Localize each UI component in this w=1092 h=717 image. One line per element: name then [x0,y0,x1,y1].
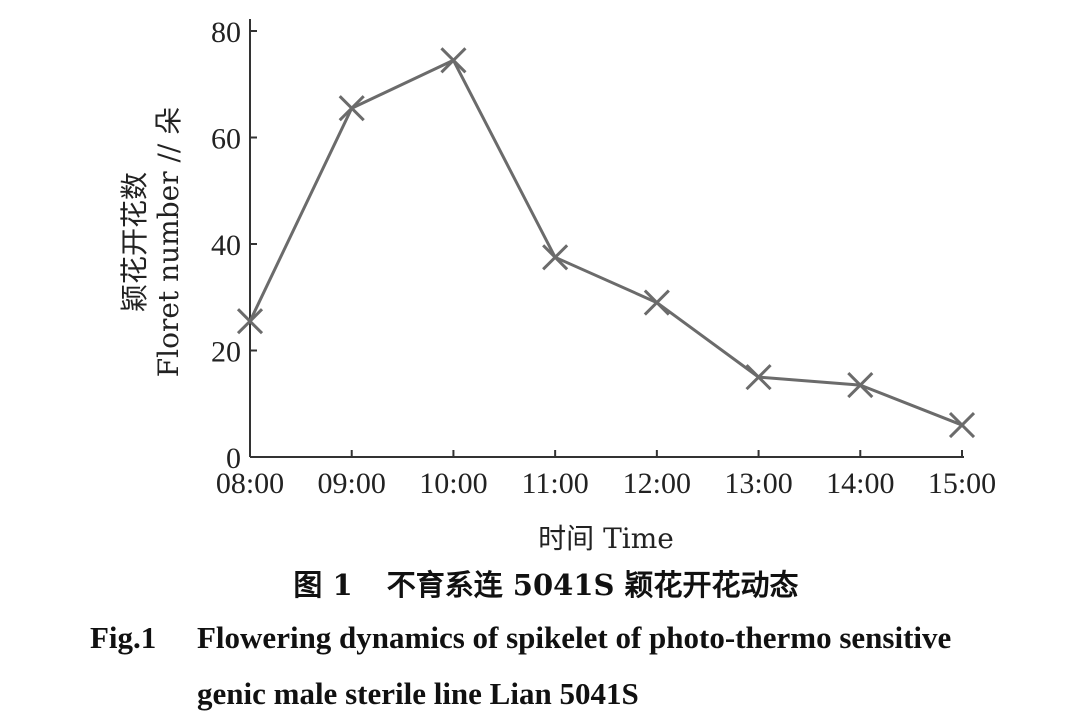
data-point-marker [338,95,365,122]
figure-caption-english-line2: genic male sterile line Lian 5041S [197,676,997,712]
marker-stroke [643,289,670,316]
x-tick-label: 08:00 [216,467,284,500]
marker-stroke [745,364,772,391]
y-tick-label: 80 [211,16,241,49]
data-point-marker [643,289,670,316]
y-tick-label: 20 [211,336,241,369]
figure-label-chinese: 图 1 [293,568,353,602]
marker-stroke [338,95,365,122]
chart-area: 0 20 40 60 80 08:00 09:00 10:00 11:00 12:00 13:00 1… [118,16,996,555]
x-tick-label: 11:00 [522,467,589,500]
marker-stroke [948,411,976,439]
data-point-marker [847,372,874,399]
y-tick-label: 40 [211,229,241,262]
series-line [248,58,963,427]
figure-label-english: Fig.1 [90,620,157,655]
data-point-marker [948,411,976,439]
figure-caption-english-line1: Fig.1 Flowering dynamics of spikelet of p… [90,620,1050,656]
marker-stroke [847,372,874,399]
figure-title-english-line1: Flowering dynamics of spikelet of photo-… [197,620,952,655]
marker-stroke [236,308,264,335]
line-chart: 0 20 40 60 80 08:00 09:00 10:00 11:00 12:00 13:00 1… [118,16,996,555]
x-axis-title: 时间 Time [538,522,674,555]
x-tick-label: 12:00 [623,467,691,500]
data-point-marker [745,364,772,391]
marker-stroke [440,47,467,74]
y-axis-title-en: Floret number // 朵 [152,107,185,378]
marker-stroke [542,244,569,271]
x-tick-label: 13:00 [724,467,792,500]
data-point-marker [236,308,264,335]
figure-caption-chinese: 图 1 不育系连 5041S 颖花开花动态 [0,562,1092,604]
x-tick-label: 10:00 [419,467,487,500]
y-tick-label: 0 [226,442,241,475]
x-tick-label: 14:00 [826,467,894,500]
x-tick-label: 15:00 [928,467,996,500]
data-point-marker [440,47,467,74]
data-point-marker [542,244,569,271]
figure-title-chinese: 不育系连 5041S 颖花开花动态 [386,568,799,602]
y-tick-label: 60 [211,123,241,156]
figure-title-english-line2: genic male sterile line Lian 5041S [197,676,639,711]
y-axis-title-cn: 颖花开花数 [118,172,151,312]
x-tick-label: 09:00 [318,467,386,500]
